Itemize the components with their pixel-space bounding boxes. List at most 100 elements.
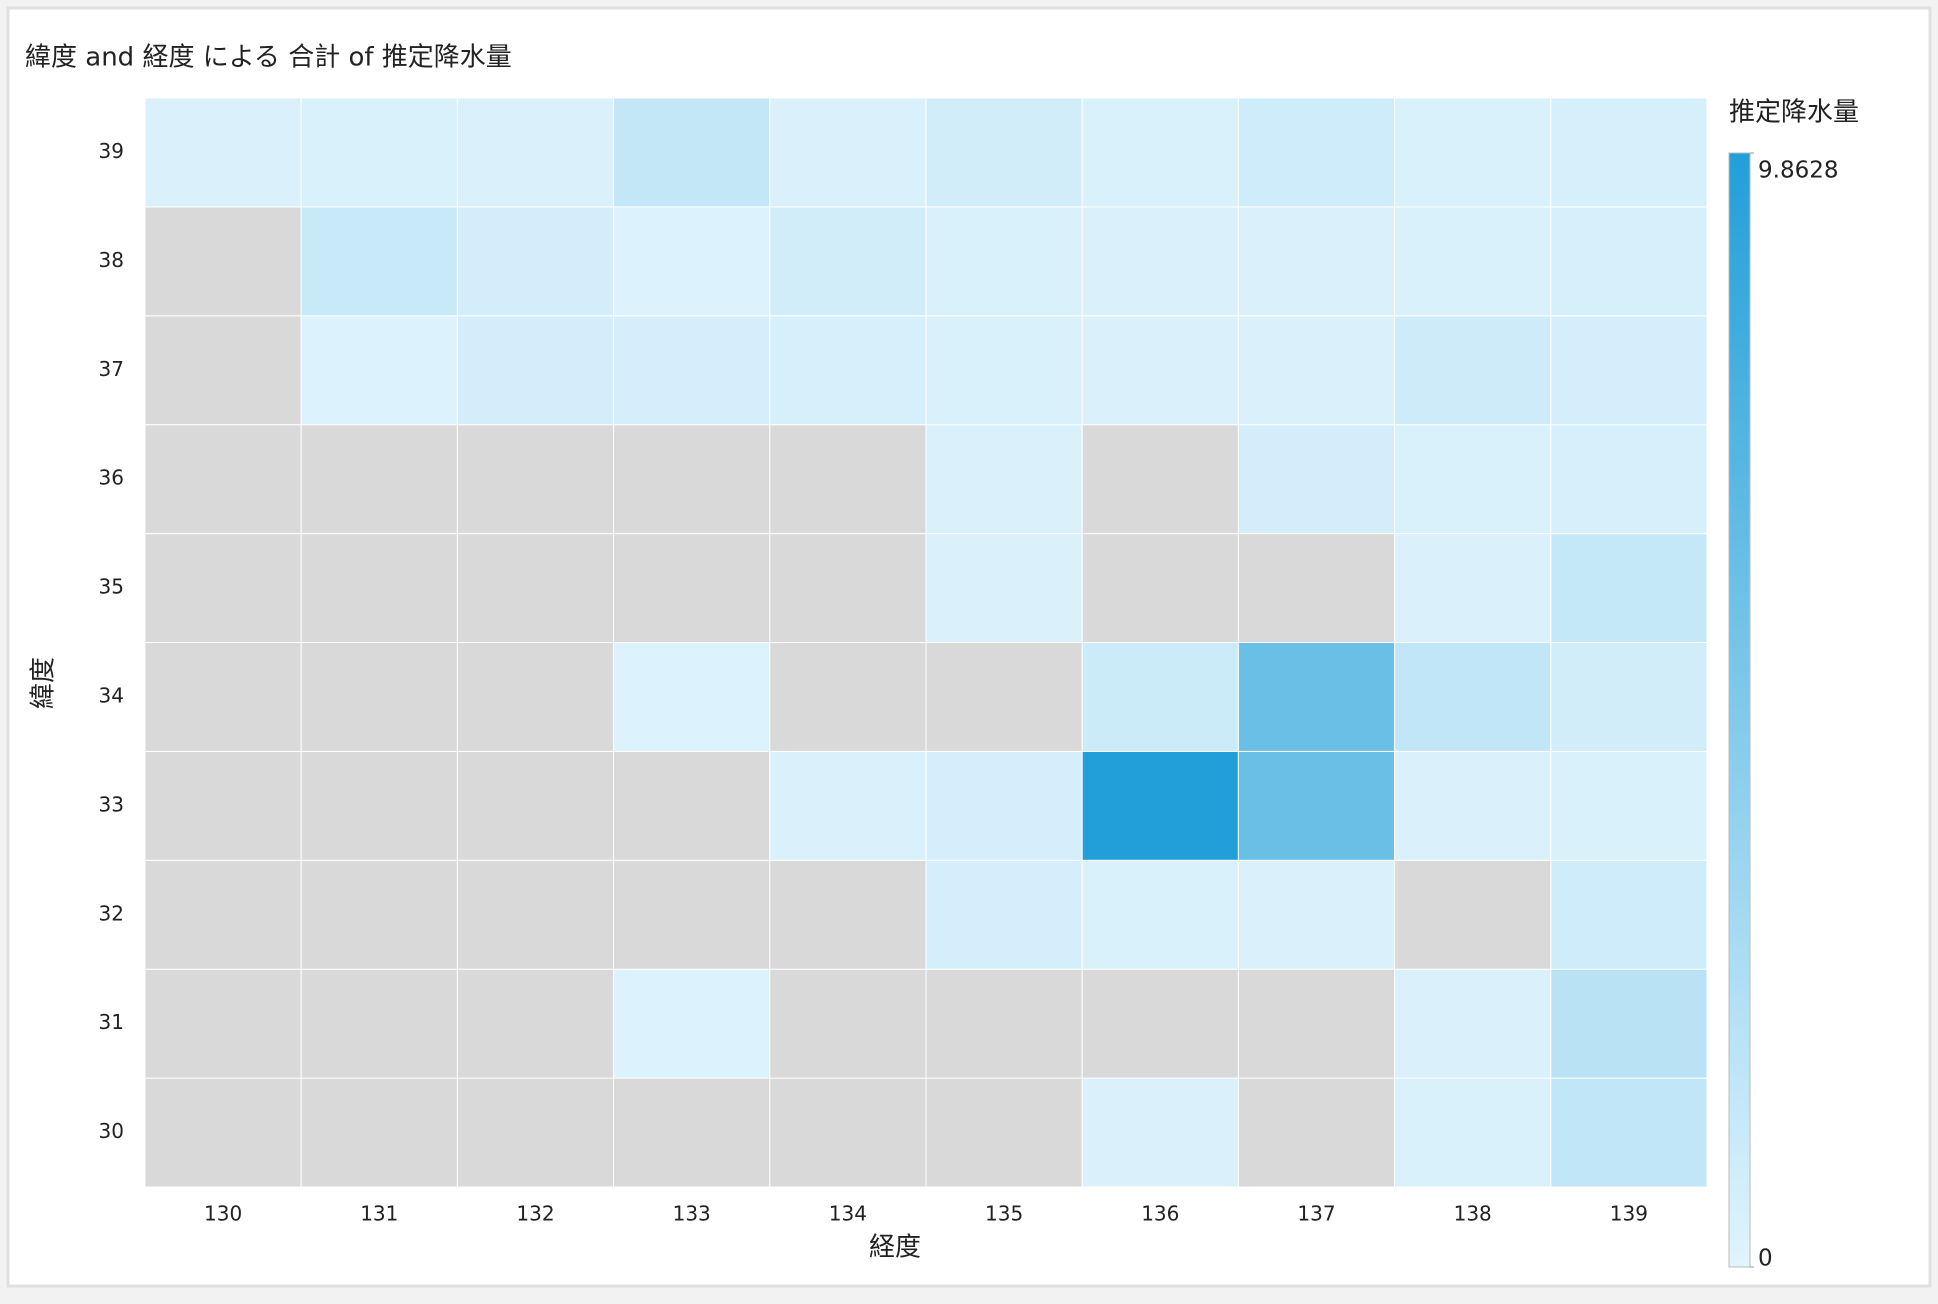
x-axis-label: 経度 (869, 1233, 921, 1263)
x-tick-label: 137 (1297, 1202, 1335, 1226)
cell (300, 206, 458, 317)
cell (1237, 642, 1396, 752)
cell (144, 97, 302, 208)
cell (613, 315, 771, 426)
y-tick-label: 38 (99, 248, 124, 272)
cell (1394, 97, 1552, 208)
cell (1550, 859, 1708, 970)
missing-cell (613, 1077, 771, 1188)
y-axis-label: 緯度 (29, 657, 59, 709)
x-tick-label: 132 (516, 1202, 554, 1226)
missing-cell (456, 533, 615, 643)
cell (300, 97, 458, 208)
y-tick-label: 35 (99, 575, 124, 599)
missing-cell (300, 642, 458, 752)
cell (1237, 97, 1396, 208)
cell (1550, 533, 1708, 643)
missing-cell (613, 859, 771, 970)
missing-cell (300, 424, 458, 535)
missing-cell (456, 642, 615, 752)
missing-cell (613, 533, 771, 643)
x-tick-label: 135 (985, 1202, 1023, 1226)
missing-cell (144, 642, 302, 752)
missing-cell (1237, 533, 1396, 643)
cell (1081, 315, 1239, 426)
missing-cell (613, 750, 771, 861)
cell (1394, 315, 1552, 426)
cell (456, 315, 615, 426)
missing-cell (769, 424, 927, 535)
y-tick-label: 33 (99, 792, 124, 816)
cell (1237, 424, 1396, 535)
missing-cell (300, 1077, 458, 1188)
cell (1237, 315, 1396, 426)
cell (925, 750, 1083, 861)
missing-cell (300, 750, 458, 861)
cell (925, 533, 1083, 643)
missing-cell (1081, 968, 1239, 1079)
cell (1394, 750, 1552, 861)
x-tick-label: 136 (1141, 1202, 1179, 1226)
x-tick-label: 130 (204, 1202, 242, 1226)
cell (1550, 315, 1708, 426)
cell (1081, 97, 1239, 208)
cell (300, 315, 458, 426)
cell (925, 859, 1083, 970)
cell (925, 97, 1083, 208)
chart-title: 緯度 and 経度 による 合計 of 推定降水量 (25, 43, 512, 73)
cell (456, 97, 615, 208)
missing-cell (769, 533, 927, 643)
missing-cell (144, 424, 302, 535)
cell (769, 206, 927, 317)
cell (1550, 424, 1708, 535)
missing-cell (769, 1077, 927, 1188)
y-tick-label: 39 (99, 139, 124, 163)
y-tick-label: 31 (99, 1010, 124, 1034)
x-tick-label: 133 (673, 1202, 711, 1226)
missing-cell (456, 1077, 615, 1188)
x-tick-label: 131 (360, 1202, 398, 1226)
cell (613, 206, 771, 317)
cell (613, 642, 771, 752)
cell (1394, 1077, 1552, 1188)
cell (1394, 424, 1552, 535)
x-tick-label: 139 (1610, 1202, 1648, 1226)
x-tick-label: 134 (829, 1202, 867, 1226)
missing-cell (456, 750, 615, 861)
colorbar (1728, 152, 1751, 1268)
cell (1394, 206, 1552, 317)
missing-cell (300, 968, 458, 1079)
missing-cell (1394, 859, 1552, 970)
missing-cell (613, 424, 771, 535)
cell (1394, 642, 1552, 752)
cell (1081, 642, 1239, 752)
cell (1550, 968, 1708, 1079)
cell (1237, 859, 1396, 970)
missing-cell (769, 642, 927, 752)
cell (1394, 968, 1552, 1079)
y-tick-label: 37 (99, 357, 124, 381)
missing-cell (144, 968, 302, 1079)
cell (769, 315, 927, 426)
missing-cell (144, 859, 302, 970)
missing-cell (456, 968, 615, 1079)
cell (456, 206, 615, 317)
y-tick-label: 34 (99, 683, 124, 707)
missing-cell (144, 750, 302, 861)
missing-cell (144, 533, 302, 643)
cell (1237, 750, 1396, 861)
missing-cell (1237, 1077, 1396, 1188)
missing-cell (300, 859, 458, 970)
cell (1550, 1077, 1708, 1188)
missing-cell (144, 315, 302, 426)
cell (925, 424, 1083, 535)
cell (925, 206, 1083, 317)
missing-cell (1081, 424, 1239, 535)
cell (1550, 97, 1708, 208)
cell (1550, 750, 1708, 861)
cell (1081, 206, 1239, 317)
missing-cell (1081, 533, 1239, 643)
cell (1237, 206, 1396, 317)
cell (1081, 1077, 1239, 1188)
